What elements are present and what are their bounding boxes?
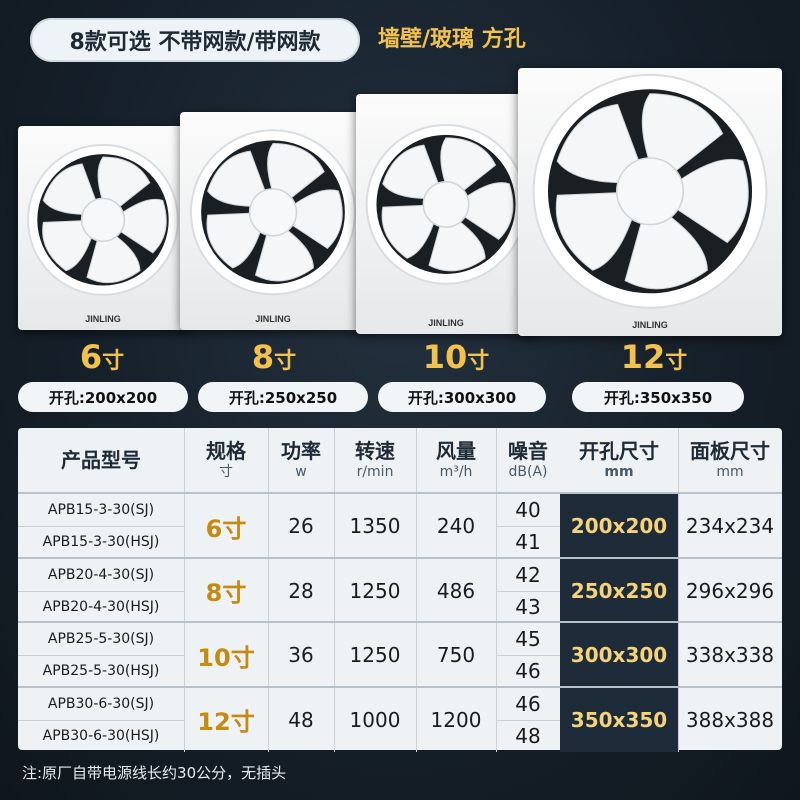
header-panel-size: 面板尺寸 mm	[690, 439, 770, 480]
speed-cell: 1250	[334, 558, 417, 623]
fan-drawing: JINLING	[532, 73, 768, 330]
fan-drawing: JINLING	[189, 129, 357, 324]
noise-cell: 40	[496, 494, 561, 526]
panel-size-cell: 234x234	[685, 514, 775, 538]
row-divider	[496, 526, 560, 527]
header-speed: 转速 r/min	[334, 428, 417, 492]
spec-table: 产品型号 规格寸 功率 w 转速 r/min 风量 m³/h 噪音 dB(A) 开孔尺寸…	[18, 428, 782, 752]
row-divider	[496, 719, 560, 721]
row-divider	[496, 590, 560, 592]
row-divider	[18, 719, 184, 721]
hole-size-cell: 200x200	[560, 494, 679, 558]
fan-drawing: JINLING	[27, 143, 179, 324]
fan-image-10: JINLING	[356, 94, 536, 334]
model-name: APB30-6-30(HSJ)	[18, 719, 185, 752]
table-row: APB20-4-30(SJ) APB20-4-30(HSJ) 8寸 28 1250 486…	[18, 556, 782, 623]
airflow-cell: 486	[416, 558, 497, 623]
table-row: APB30-6-30(SJ) APB30-6-30(HSJ) 12寸 48 1000 12…	[18, 685, 782, 752]
power-cell: 28	[268, 558, 335, 623]
speed-cell: 1000	[334, 687, 417, 752]
table-header: 产品型号 规格寸 功率 w 转速 r/min 风量 m³/h 噪音 dB(A) 开孔尺寸…	[18, 428, 782, 492]
spec-cell: 8寸	[184, 558, 269, 623]
fan-image-8: JINLING	[180, 112, 366, 330]
spec-cell: 10寸	[184, 623, 269, 687]
hole-pill-12: 开孔:350x350	[572, 382, 744, 412]
header-airflow: 风量 m³/h	[416, 428, 497, 492]
header-model: 产品型号	[18, 428, 185, 492]
size-label-8: 8寸	[251, 338, 297, 376]
model-name: APB30-6-30(SJ)	[18, 687, 185, 720]
size-label-6: 6寸	[79, 338, 125, 376]
hole-pill-6: 开孔:200x200	[18, 382, 188, 412]
airflow-cell: 240	[416, 494, 497, 558]
spec-cell: 6寸	[184, 494, 269, 558]
spec-cell: 12寸	[184, 687, 269, 752]
footnote: 注:原厂自带电源线长约30公分，无插头	[22, 764, 287, 782]
row-divider	[18, 590, 184, 592]
svg-text:JINLING: JINLING	[428, 318, 464, 328]
row-divider	[496, 655, 560, 656]
size-label-10: 10寸	[422, 338, 490, 376]
svg-text:JINLING: JINLING	[632, 320, 668, 330]
hole-pill-10: 开孔:300x300	[378, 382, 546, 412]
row-divider	[18, 655, 184, 656]
table-row: APB25-5-30(SJ) APB25-5-30(HSJ) 10寸 36 1250 75…	[18, 621, 782, 687]
noise-cell: 43	[496, 590, 561, 623]
power-cell: 36	[268, 623, 335, 687]
header-power: 功率 w	[268, 428, 335, 492]
header-spec: 规格寸	[184, 428, 269, 492]
svg-text:JINLING: JINLING	[255, 314, 291, 324]
airflow-cell: 1200	[416, 687, 497, 752]
model-name: APB15-3-30(HSJ)	[18, 526, 185, 558]
table-row: APB15-3-30(SJ) APB15-3-30(HSJ) 6寸 26 1350 240…	[18, 492, 782, 558]
noise-cell: 46	[496, 655, 561, 687]
model-name: APB20-4-30(SJ)	[18, 558, 185, 591]
panel-size-cell: 296x296	[685, 578, 775, 603]
model-name: APB25-5-30(HSJ)	[18, 655, 185, 687]
noise-cell: 48	[496, 719, 561, 752]
hole-pill-8: 开孔:250x250	[198, 382, 368, 412]
svg-text:JINLING: JINLING	[85, 314, 121, 324]
size-label-12: 12寸	[620, 338, 688, 376]
panel-size-cell: 338x338	[685, 643, 775, 667]
header-hole-size: 开孔尺寸 mm	[560, 428, 679, 492]
fan-drawing: JINLING	[365, 124, 527, 328]
noise-cell: 45	[496, 623, 561, 655]
noise-cell: 42	[496, 558, 561, 591]
power-cell: 48	[268, 687, 335, 752]
model-name: APB25-5-30(SJ)	[18, 623, 185, 655]
airflow-cell: 750	[416, 623, 497, 687]
panel-size-cell: 388x388	[685, 707, 775, 732]
power-cell: 26	[268, 494, 335, 558]
model-name: APB20-4-30(HSJ)	[18, 590, 185, 623]
variant-pill: 8款可选 不带网款/带网款	[30, 18, 360, 62]
header-noise: 噪音 dB(A)	[496, 428, 561, 492]
hole-size-cell: 300x300	[560, 623, 679, 687]
speed-cell: 1350	[334, 494, 417, 558]
speed-cell: 1250	[334, 623, 417, 687]
fan-image-6: JINLING	[18, 126, 188, 330]
fan-image-12: JINLING	[518, 68, 782, 336]
hole-size-cell: 250x250	[560, 558, 679, 623]
install-type-label: 墙壁/玻璃 方孔	[378, 27, 526, 52]
noise-cell: 46	[496, 687, 561, 720]
hole-size-cell: 350x350	[560, 687, 679, 752]
noise-cell: 41	[496, 526, 561, 558]
model-name: APB15-3-30(SJ)	[18, 494, 185, 526]
row-divider	[18, 526, 184, 527]
